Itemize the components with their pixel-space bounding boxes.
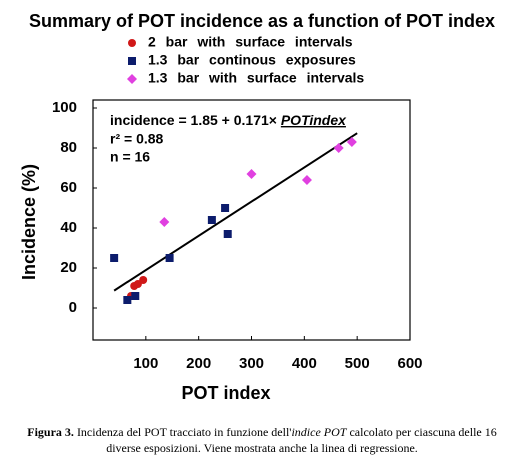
point <box>223 230 232 238</box>
point <box>333 143 344 153</box>
point <box>128 39 136 47</box>
caption: Figura 3. Incidenza del POT tracciato in… <box>12 424 512 456</box>
x-tick-label: 600 <box>397 355 422 372</box>
caption-text: Incidenza del POT tracciato in funzione … <box>73 425 292 439</box>
point <box>159 217 170 227</box>
caption-text: calcolato per ciascuna delle 16 diverse … <box>106 425 497 455</box>
point <box>139 276 148 284</box>
point <box>128 57 136 65</box>
annotation: incidence = 1.85 + 0.171× POTindex <box>110 112 347 128</box>
annotation: r² = 0.88 <box>110 131 164 147</box>
point <box>110 254 119 262</box>
annotation: n = 16 <box>110 149 150 165</box>
point <box>123 296 132 304</box>
caption-label: Figura 3. <box>27 425 74 439</box>
legend-label: 1.3 bar continous exposures <box>148 52 356 68</box>
point <box>165 254 174 262</box>
y-axis-label: Incidence (%) <box>19 164 39 280</box>
x-tick-label: 100 <box>133 355 158 372</box>
chart-title: Summary of POT incidence as a function o… <box>29 11 495 31</box>
caption-text: indice POT <box>291 425 347 439</box>
legend-label: 1.3 bar with surface intervals <box>148 70 364 86</box>
y-tick-label: 80 <box>60 139 77 156</box>
y-tick-label: 60 <box>60 179 77 196</box>
x-tick-label: 400 <box>292 355 317 372</box>
chart: Summary of POT incidence as a function o… <box>19 11 495 403</box>
regression-line <box>113 132 358 292</box>
point <box>301 175 312 185</box>
y-tick-label: 100 <box>52 99 77 116</box>
y-tick-label: 20 <box>60 259 77 276</box>
x-tick-label: 300 <box>239 355 264 372</box>
y-tick-label: 40 <box>60 219 77 236</box>
point <box>221 204 230 212</box>
point <box>207 216 216 224</box>
x-tick-label: 200 <box>186 355 211 372</box>
point <box>346 137 357 147</box>
legend-label: 2 bar with surface intervals <box>148 34 353 50</box>
point <box>246 169 257 179</box>
x-axis-label: POT index <box>181 383 270 403</box>
point <box>131 292 140 300</box>
y-tick-label: 0 <box>69 299 77 316</box>
point <box>127 74 137 84</box>
x-tick-label: 500 <box>345 355 370 372</box>
